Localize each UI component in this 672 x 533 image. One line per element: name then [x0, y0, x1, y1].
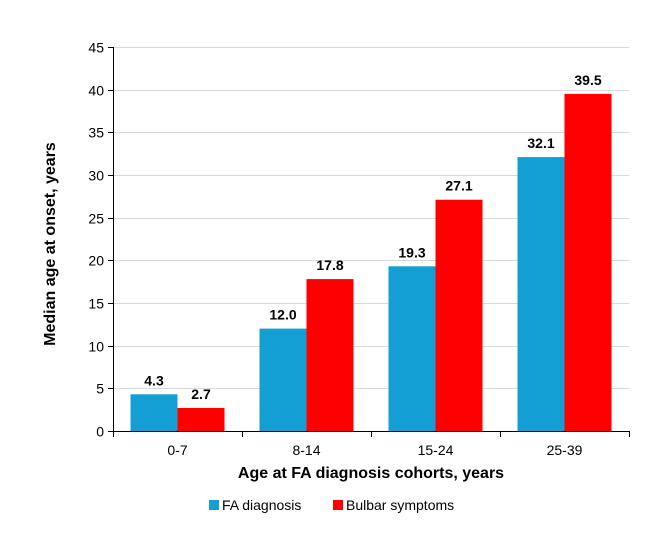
x-axis-title: Age at FA diagnosis cohorts, years: [238, 465, 504, 482]
y-tick-label-25: 25: [88, 211, 104, 227]
y-tick-label-0: 0: [96, 424, 104, 440]
legend-label-fa-diagnosis: FA diagnosis: [222, 497, 301, 513]
y-tick-label-40: 40: [88, 83, 104, 99]
data-label-bulbar-symptoms-25-39: 39.5: [574, 72, 601, 88]
bars: [130, 93, 612, 431]
y-tick-label-15: 15: [88, 296, 104, 312]
y-axis-title: Median age at onset, years: [42, 142, 59, 346]
data-label-bulbar-symptoms-0-7: 2.7: [191, 386, 211, 402]
x-tick-label-0-7: 0-7: [167, 442, 187, 458]
x-tick-label-25-39: 25-39: [547, 442, 583, 458]
x-tick-label-8-14: 8-14: [292, 442, 320, 458]
y-tick-label-45: 45: [88, 40, 104, 56]
bar-bulbar-symptoms-8-14: [306, 279, 354, 431]
axes: 0 5 10 15 20 25 30 35 40 45 0-7 8-14 15-24 25-39: [88, 40, 630, 458]
data-label-fa-diagnosis-15-24: 19.3: [398, 244, 425, 260]
y-tick-label-35: 35: [88, 125, 104, 141]
legend-swatch-fa-diagnosis: [209, 500, 219, 510]
data-label-bulbar-symptoms-15-24: 27.1: [445, 178, 472, 194]
bar-fa-diagnosis-8-14: [259, 328, 307, 431]
bar-bulbar-symptoms-25-39: [564, 93, 612, 431]
data-label-bulbar-symptoms-8-14: 17.8: [316, 257, 343, 273]
bar-fa-diagnosis-25-39: [517, 157, 565, 431]
y-tick-label-10: 10: [88, 339, 104, 355]
y-tick-label-5: 5: [96, 381, 104, 397]
data-labels: 4.3 2.7 12.0 17.8 19.3 27.1 32.1 39.5: [144, 72, 602, 402]
data-label-fa-diagnosis-25-39: 32.1: [527, 135, 554, 151]
x-tick-label-15-24: 15-24: [418, 442, 454, 458]
bar-fa-diagnosis-15-24: [388, 266, 436, 431]
bar-fa-diagnosis-0-7: [130, 394, 178, 431]
y-tick-label-20: 20: [88, 253, 104, 269]
data-label-fa-diagnosis-8-14: 12.0: [269, 307, 296, 323]
legend-label-bulbar-symptoms: Bulbar symptoms: [346, 497, 454, 513]
legend-swatch-bulbar-symptoms: [333, 500, 343, 510]
data-label-fa-diagnosis-0-7: 4.3: [144, 372, 164, 388]
bar-bulbar-symptoms-15-24: [435, 199, 483, 431]
bar-bulbar-symptoms-0-7: [177, 407, 225, 431]
gridlines: [113, 47, 629, 389]
y-tick-label-30: 30: [88, 168, 104, 184]
legend: FA diagnosis Bulbar symptoms: [209, 497, 454, 513]
